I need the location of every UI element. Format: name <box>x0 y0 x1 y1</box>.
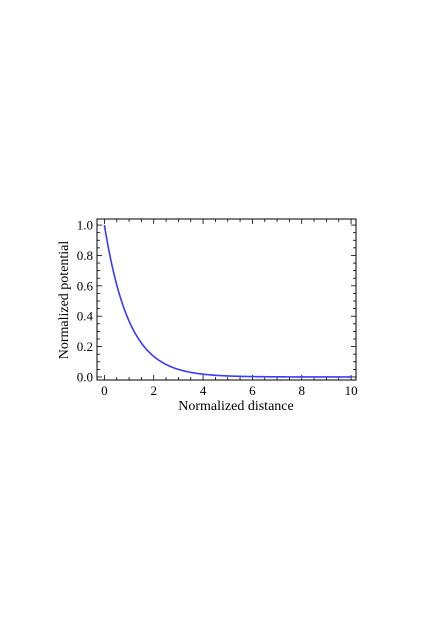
tick-labels: 0 2 4 6 8 10 0.0 0.2 0.4 0.6 0.8 1.0 <box>77 218 358 398</box>
y-tick-label: 0.0 <box>77 369 93 384</box>
x-tick-label: 6 <box>249 383 256 398</box>
x-tick-label: 2 <box>150 383 157 398</box>
x-axis-label: Normalized distance <box>178 399 293 414</box>
x-tick-label: 0 <box>101 383 108 398</box>
y-tick-label: 0.6 <box>77 278 94 293</box>
x-tick-label: 4 <box>200 383 207 398</box>
x-tick-label: 8 <box>298 383 305 398</box>
y-tick-label: 1.0 <box>77 218 93 233</box>
x-tick-label: 10 <box>345 383 358 398</box>
plot-frame <box>96 218 357 381</box>
tick-marks <box>97 219 356 380</box>
y-tick-label: 0.4 <box>77 309 94 324</box>
y-axis-label: Normalized potential <box>57 241 72 360</box>
y-tick-label: 0.8 <box>77 248 93 263</box>
y-tick-label: 0.2 <box>77 339 93 354</box>
series-line <box>103 224 352 378</box>
